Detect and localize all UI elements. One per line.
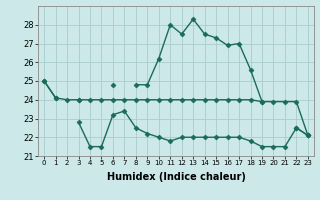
X-axis label: Humidex (Indice chaleur): Humidex (Indice chaleur) xyxy=(107,172,245,182)
